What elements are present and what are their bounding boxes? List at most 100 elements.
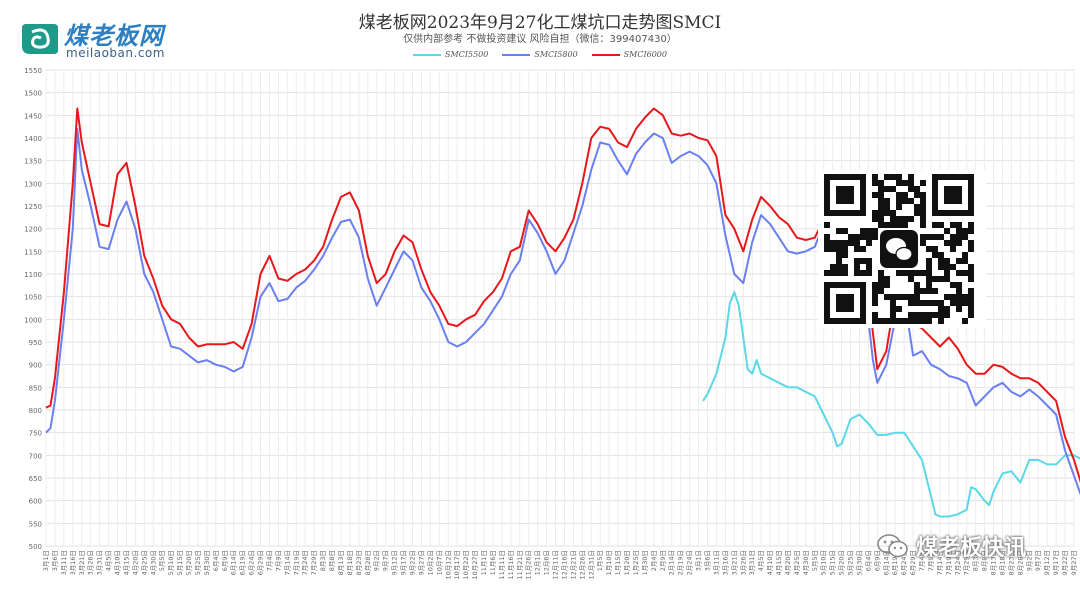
qr-module	[902, 222, 908, 228]
qr-module	[884, 222, 890, 228]
qr-module	[878, 210, 884, 216]
qr-module	[920, 210, 926, 216]
x-tick-label: 3月11日	[60, 550, 68, 575]
x-tick-label: 5月5日	[158, 550, 166, 571]
qr-module	[938, 312, 944, 318]
x-tick-label: 7月9日	[927, 550, 935, 571]
x-tick-label: 3月11日	[712, 550, 720, 575]
qr-module	[830, 240, 836, 246]
y-tick-label: 550	[29, 520, 42, 528]
series-line-smci6000	[45, 107, 1080, 484]
qr-module	[962, 300, 968, 306]
x-tick-label: 11月16日	[507, 550, 515, 580]
chart-title: 煤老板网2023年9月27化工煤坑口走势图SMCI	[358, 13, 722, 33]
y-tick-label: 1100	[24, 271, 42, 279]
y-tick-label: 1350	[24, 158, 42, 166]
qr-module	[968, 222, 974, 228]
qr-module	[890, 174, 896, 180]
qr-module	[824, 240, 830, 246]
x-tick-label: 5月20日	[185, 550, 193, 575]
qr-module	[842, 228, 848, 234]
chart-subtitle: 仅供内部参考 不做投资建议 风险自担（微信：399407430）	[403, 34, 677, 45]
qr-module	[950, 246, 956, 252]
x-tick-label: 2月4日	[650, 550, 658, 571]
x-tick-label: 6月19日	[239, 550, 247, 575]
logo-name: 煤老板网	[64, 22, 164, 50]
qr-module	[884, 210, 890, 216]
x-tick-label: 1月15日	[614, 550, 622, 575]
qr-module	[872, 288, 878, 294]
x-tick-label: 9月17日	[1052, 550, 1060, 575]
qr-module	[866, 234, 872, 240]
qr-module	[938, 252, 944, 258]
qr-module	[896, 180, 902, 186]
x-tick-label: 8月23日	[1007, 550, 1015, 575]
qr-module	[902, 192, 908, 198]
qr-module	[890, 306, 896, 312]
x-tick-label: 12月31日	[587, 550, 595, 580]
x-tick-label: 2月19日	[677, 550, 685, 575]
x-tick-label: 4月10日	[766, 550, 774, 575]
qr-module	[920, 318, 926, 324]
qr-module	[884, 276, 890, 282]
x-tick-label: 3月26日	[739, 550, 747, 575]
qr-module	[914, 270, 920, 276]
qr-module	[908, 276, 914, 282]
x-tick-label: 4月15日	[122, 550, 130, 575]
qr-module	[890, 186, 896, 192]
y-tick-label: 600	[29, 498, 42, 506]
x-tick-label: 12月16日	[560, 550, 568, 580]
qr-module	[914, 318, 920, 324]
series-line-smci5500	[702, 291, 1080, 518]
x-tick-label: 7月14日	[283, 550, 291, 575]
x-tick-label: 5月25日	[847, 550, 855, 575]
qr-module	[914, 192, 920, 198]
x-tick-label: 9月22日	[1061, 550, 1069, 575]
qr-module	[920, 216, 926, 222]
legend-label-smci5800: SMCI5800	[534, 50, 578, 59]
qr-module	[968, 300, 974, 306]
qr-module	[968, 306, 974, 312]
x-tick-label: 3月16日	[69, 550, 77, 575]
y-tick-label: 850	[29, 384, 42, 392]
qr-module	[836, 246, 842, 252]
qr-module	[920, 300, 926, 306]
x-tick-label: 6月4日	[864, 550, 872, 571]
qr-module	[968, 288, 974, 294]
x-tick-label: 10月12日	[444, 550, 452, 580]
qr-module	[854, 240, 860, 246]
x-tick-label: 8月23日	[355, 550, 363, 575]
qr-module	[962, 258, 968, 264]
x-tick-label: 12月11日	[552, 550, 560, 580]
qr-module	[896, 174, 902, 180]
x-tick-label: 11月21日	[516, 550, 524, 580]
x-tick-label: 9月22日	[409, 550, 417, 575]
x-tick-label: 1月20日	[623, 550, 631, 575]
qr-module	[890, 222, 896, 228]
qr-module	[944, 240, 950, 246]
qr-module	[968, 312, 974, 318]
x-tick-label: 4月25日	[793, 550, 801, 575]
x-tick-label: 4月25日	[140, 550, 148, 575]
qr-module	[944, 276, 950, 282]
qr-module	[854, 234, 860, 240]
qr-module	[860, 270, 866, 276]
x-tick-label: 6月29日	[909, 550, 917, 575]
x-tick-label: 8月18日	[346, 550, 354, 575]
qr-module	[944, 228, 950, 234]
qr-module	[920, 198, 926, 204]
y-tick-label: 1500	[24, 90, 42, 98]
qr-module	[890, 300, 896, 306]
wechat-icon-bubble-small	[895, 246, 913, 262]
qr-module	[902, 198, 908, 204]
x-tick-label: 7月29日	[310, 550, 318, 575]
qr-module	[920, 240, 926, 246]
x-tick-label: 5月15日	[176, 550, 184, 575]
qr-module	[866, 270, 872, 276]
x-tick-label: 8月28日	[1016, 550, 1024, 575]
qr-module	[896, 198, 902, 204]
qr-module	[914, 288, 920, 294]
x-tick-label: 11月26日	[525, 550, 533, 580]
x-tick-label: 5月30日	[855, 550, 863, 575]
qr-module	[908, 180, 914, 186]
